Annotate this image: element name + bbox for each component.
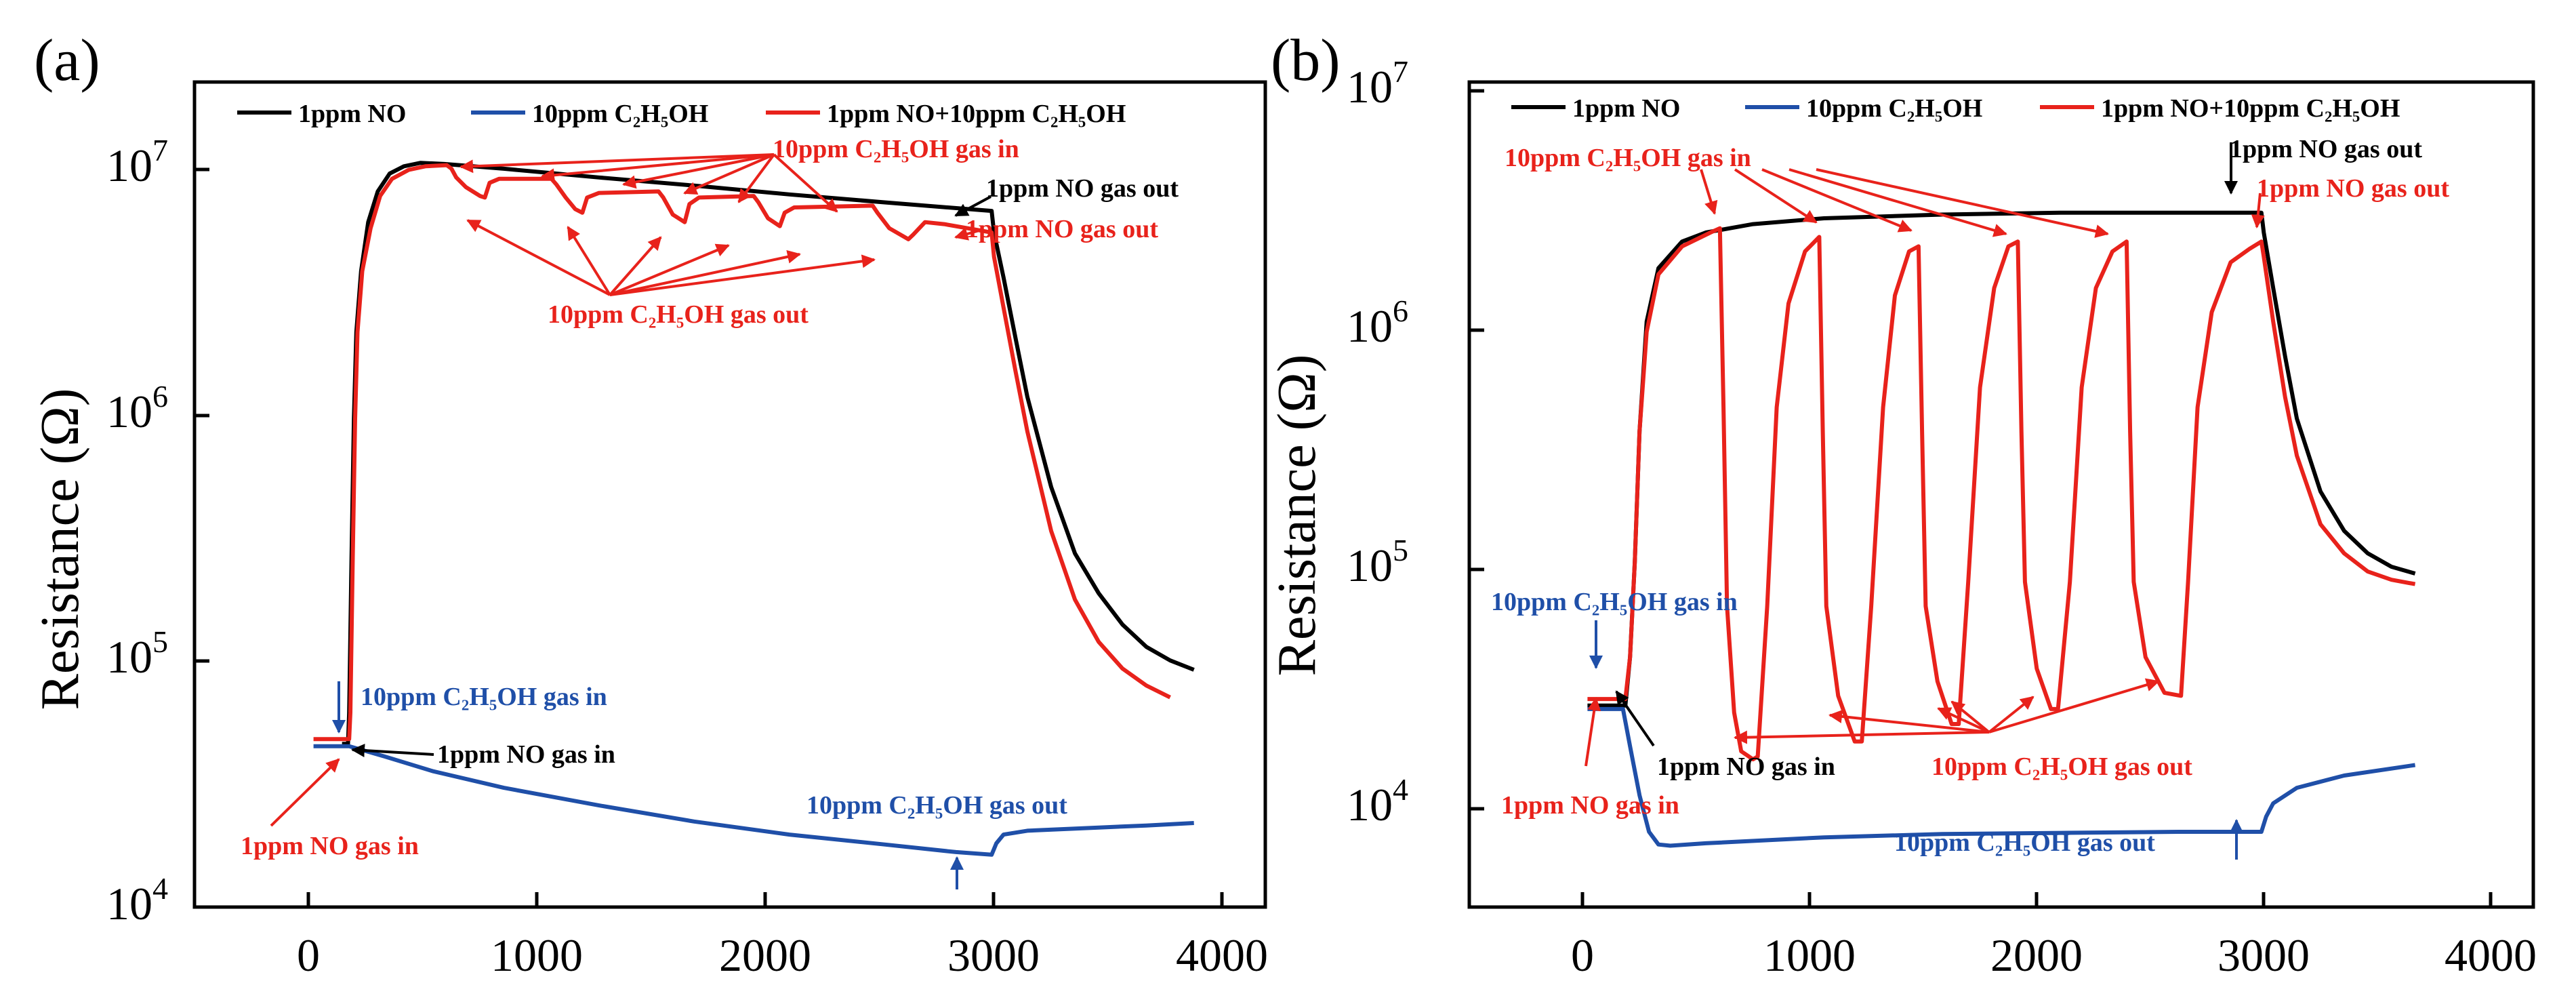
legend-label-ethanol: 10ppm C₂H₅OH xyxy=(532,100,708,128)
legend-label-ethanol: 10ppm C₂H₅OH xyxy=(1806,94,1982,123)
legend-label-mixed: 1ppm NO+10ppm C₂H₅OH xyxy=(2101,94,2400,123)
y-axis-label: Resistance (Ω) xyxy=(30,388,90,710)
x-tick-label: 3000 xyxy=(947,929,1040,981)
plot-frame xyxy=(192,80,1267,909)
annotation: 1ppm NO gas in xyxy=(241,832,419,860)
x-tick-labels: 0 1000 2000 3000 4000 xyxy=(1571,929,2537,981)
annotation: 10ppm C₂H₅OH gas out xyxy=(548,300,809,329)
annotation: 1ppm NO gas in xyxy=(1501,791,1679,820)
annotation-arrows xyxy=(1585,142,2265,860)
series-line xyxy=(1587,226,2416,762)
series-line xyxy=(313,163,1171,742)
annotation: 10ppm C₂H₅OH gas in xyxy=(1491,588,1738,616)
panel-a: (a) Resistance (Ω) 104 105 106 107 0 100… xyxy=(30,28,1268,981)
legend: 1ppm NO 10ppm C₂H₅OH 1ppm NO+10ppm C₂H₅O… xyxy=(237,100,1126,128)
x-tick-label: 0 xyxy=(1571,929,1594,981)
annotation: 10ppm C₂H₅OH gas out xyxy=(1931,752,2192,781)
annotation: 1ppm NO gas out xyxy=(966,215,1158,243)
x-tick-label: 4000 xyxy=(1176,929,1268,981)
plot-frame xyxy=(1467,80,2535,909)
legend-label-no: 1ppm NO xyxy=(1572,94,1680,123)
y-tick-label: 104 xyxy=(106,871,168,929)
series-line xyxy=(313,744,1194,857)
annotation-arrows xyxy=(270,153,991,889)
y-tick-label: 106 xyxy=(106,379,168,437)
x-tick-label: 2000 xyxy=(1990,929,2083,981)
x-tick-label: 4000 xyxy=(2445,929,2537,981)
tick-marks xyxy=(195,167,1224,909)
y-tick-label: 104 xyxy=(1347,772,1408,830)
y-axis-label: Resistance (Ω) xyxy=(1267,355,1327,677)
annotations: 10ppm C₂H₅OH gas in 10ppm C₂H₅OH gas out… xyxy=(241,135,1179,860)
annotation: 1ppm NO gas out xyxy=(986,174,1179,203)
y-tick-label: 105 xyxy=(1347,533,1408,591)
x-tick-label: 1000 xyxy=(1763,929,1856,981)
series-group xyxy=(1587,210,2416,848)
x-tick-label: 3000 xyxy=(2217,929,2310,981)
y-tick-label: 107 xyxy=(1347,54,1408,113)
annotation: 10ppm C₂H₅OH gas in xyxy=(361,683,607,711)
x-tick-label: 0 xyxy=(297,929,320,981)
panel-label-a: (a) xyxy=(34,28,100,94)
series-line xyxy=(1587,210,2416,708)
series-line xyxy=(342,161,1195,746)
annotation: 1ppm NO gas in xyxy=(437,740,615,769)
annotations: 10ppm C₂H₅OH gas in 1ppm NO gas out 1ppm… xyxy=(1491,135,2449,857)
y-tick-labels: 104 105 106 107 xyxy=(106,133,168,929)
x-tick-label: 1000 xyxy=(491,929,583,981)
legend-label-no: 1ppm NO xyxy=(298,100,406,128)
annotation: 10ppm C₂H₅OH gas in xyxy=(773,135,1019,163)
annotation: 10ppm C₂H₅OH gas in xyxy=(1505,144,1751,172)
panel-b: (b) Resistance (Ω) 104 105 106 107 0 100… xyxy=(1267,28,2537,981)
y-tick-label: 106 xyxy=(1347,294,1408,352)
legend-label-mixed: 1ppm NO+10ppm C₂H₅OH xyxy=(827,100,1126,128)
legend: 1ppm NO 10ppm C₂H₅OH 1ppm NO+10ppm C₂H₅O… xyxy=(1511,94,2400,123)
x-tick-labels: 0 1000 2000 3000 4000 xyxy=(297,929,1268,981)
y-tick-label: 105 xyxy=(106,624,168,683)
y-tick-labels: 104 105 106 107 xyxy=(1347,54,1408,830)
x-tick-label: 2000 xyxy=(719,929,811,981)
annotation: 1ppm NO gas in xyxy=(1657,752,1835,781)
annotation: 1ppm NO gas out xyxy=(2257,174,2449,203)
annotation: 10ppm C₂H₅OH gas out xyxy=(806,791,1067,820)
y-tick-label: 107 xyxy=(106,133,168,191)
series-line xyxy=(1587,706,2416,848)
panel-label-b: (b) xyxy=(1271,28,1341,94)
tick-marks xyxy=(1469,89,2493,907)
annotation: 10ppm C₂H₅OH gas out xyxy=(1894,828,2155,857)
annotation: 1ppm NO gas out xyxy=(2230,135,2422,163)
